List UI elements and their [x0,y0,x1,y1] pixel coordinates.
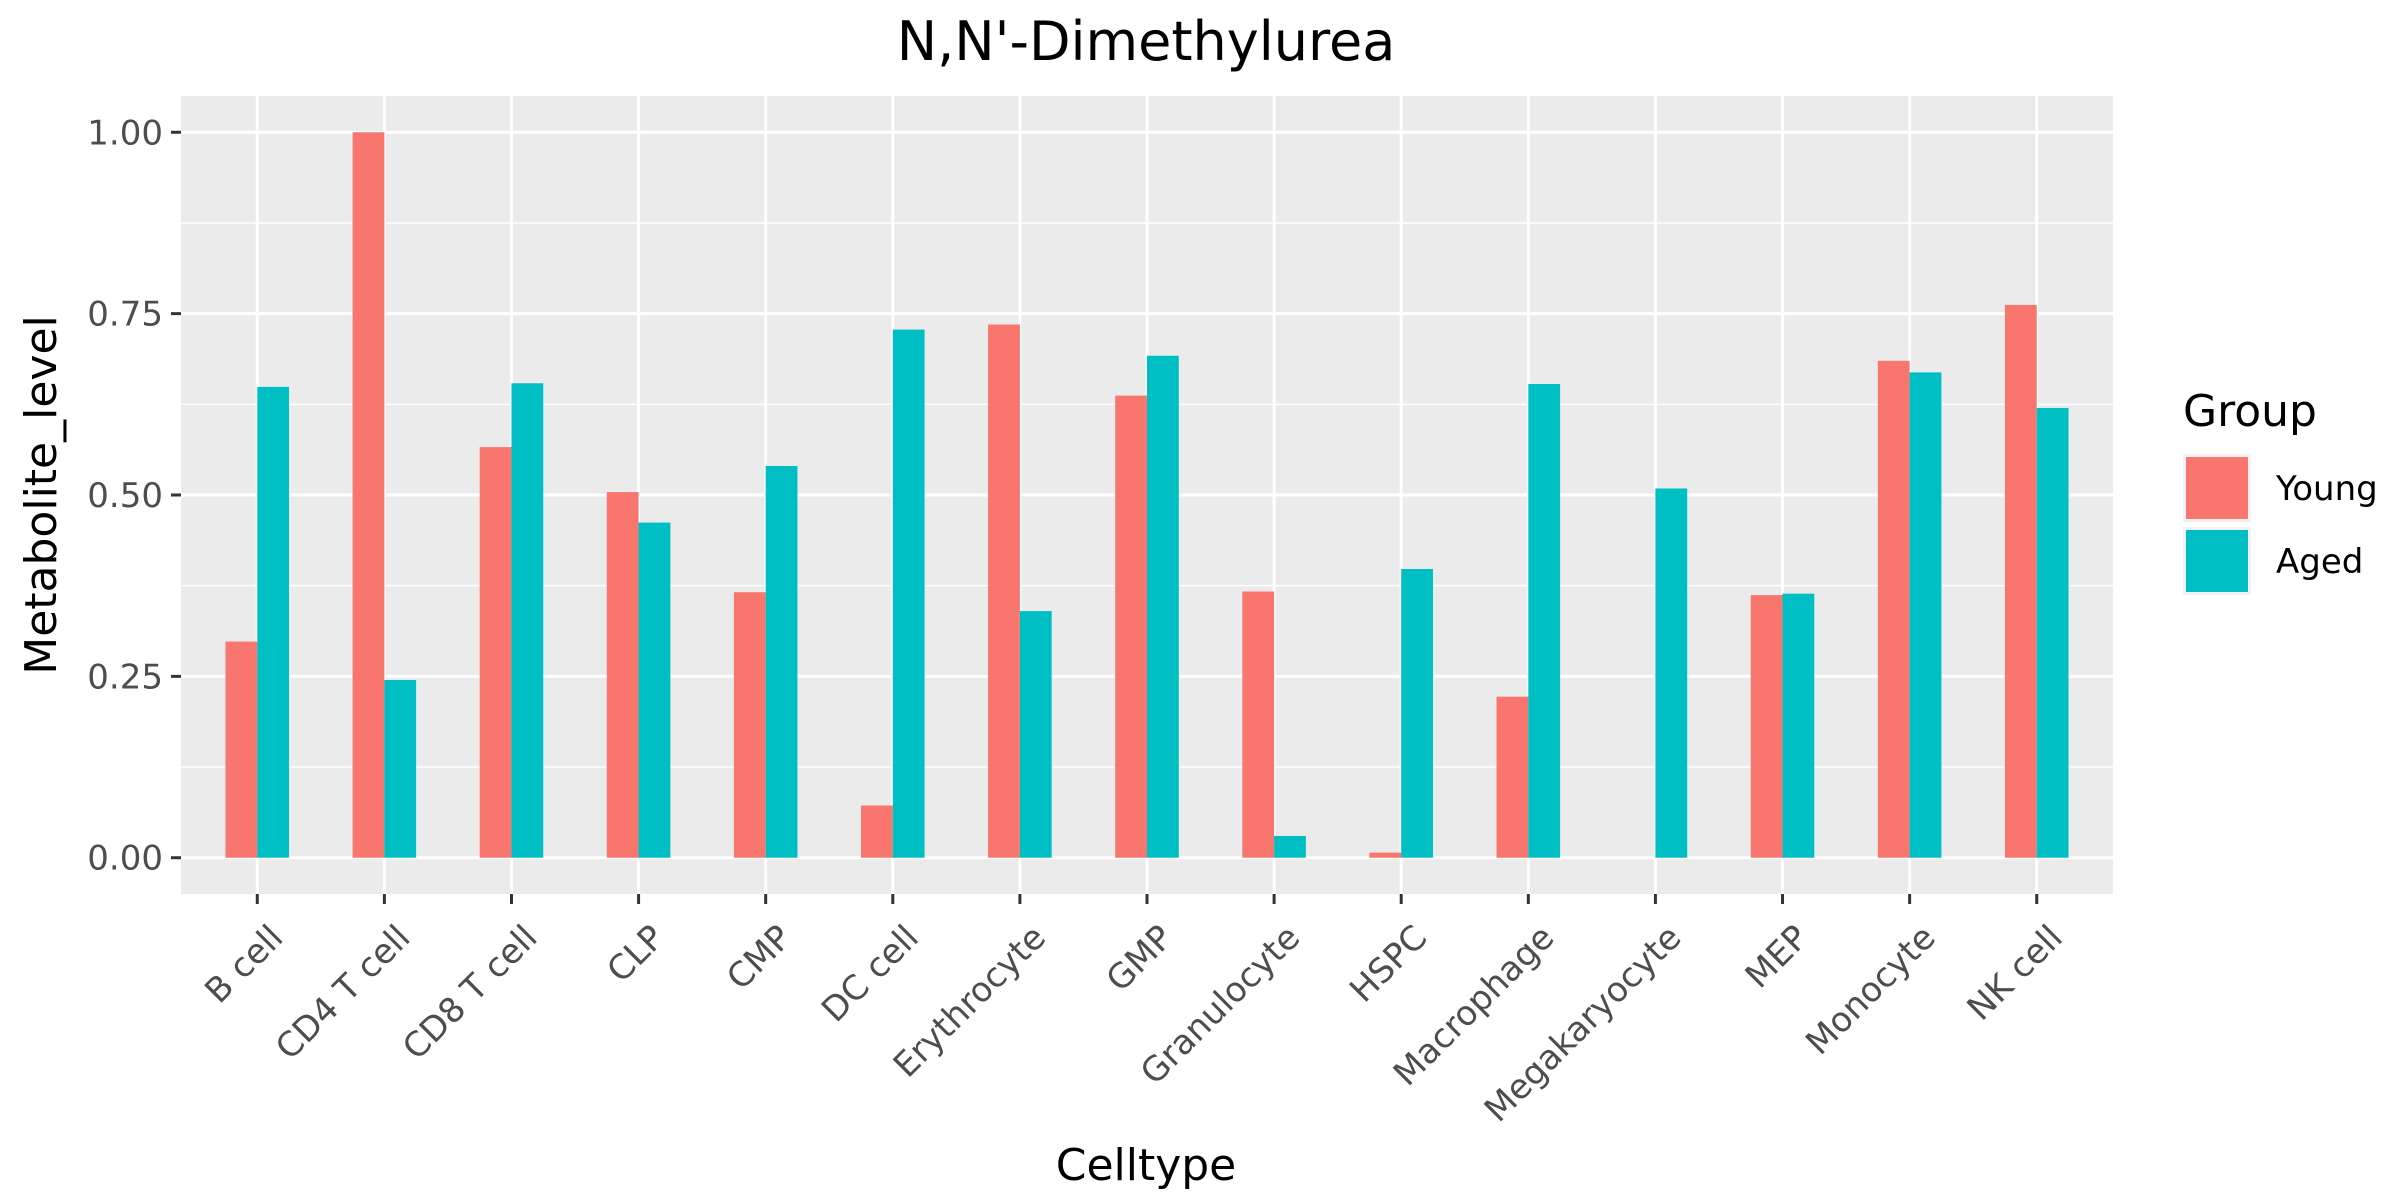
bar-young-monocyte [1877,360,1910,858]
bar-young-gmp [1115,395,1147,858]
x-tick-label: CD8 T cell [395,918,545,1068]
x-tick-label: CD4 T cell [268,918,418,1068]
bar-young-macrophage [1496,696,1529,858]
bar-young-b-cell [225,641,258,858]
bar-aged-cd4-t-cell [384,679,417,858]
bar-aged-cmp [765,465,798,858]
x-tick-label: NK cell [1960,918,2071,1029]
y-axis-title: Metabolite_level [16,315,67,675]
bar-young-mep [1750,595,1783,858]
bar-aged-megakaryocyte [1655,488,1688,858]
x-axis-title: Celltype [1056,1140,1237,1191]
y-axis: 0.00 0.25 0.50 0.75 1.00 [87,113,181,879]
bar-aged-dc-cell [892,329,925,858]
x-tick-label: DC cell [814,918,927,1031]
bar-aged-gmp [1147,355,1179,858]
x-tick-label: GMP [1099,918,1181,1000]
bar-aged-macrophage [1528,384,1561,858]
bar-aged-b-cell [257,386,290,858]
chart-title: N,N'-Dimethylurea [897,10,1396,73]
bar-young-hspc [1369,852,1402,858]
x-tick-label: CMP [719,918,799,998]
x-tick-label: CLP [600,918,673,991]
legend-label-aged: Aged [2276,542,2363,582]
y-tick-label: 0.50 [87,476,163,516]
legend-swatch-aged [2186,530,2248,592]
x-tick-label: B cell [197,918,291,1012]
bar-young-cmp [733,592,766,858]
x-tick-label: HSPC [1342,918,1435,1011]
bar-aged-hspc [1401,568,1433,858]
y-tick-label: 0.75 [87,295,163,335]
y-tick-label: 1.00 [87,113,163,153]
bar-young-dc-cell [861,805,893,858]
bar-aged-mep [1782,593,1815,858]
bar-aged-erythrocyte [1019,611,1052,858]
bar-aged-cd8-t-cell [511,383,544,858]
bar-young-cd8-t-cell [479,447,512,858]
bar-aged-monocyte [1909,372,1942,858]
legend-swatch-young [2186,457,2248,519]
bar-young-erythrocyte [988,324,1020,858]
legend-label-young: Young [2275,469,2378,509]
bar-young-nk-cell [2004,304,2037,858]
bar-aged-clp [638,522,671,858]
bar-aged-granulocyte [1274,835,1306,858]
legend: Group Young Aged [2183,386,2378,595]
y-tick-label: 0.00 [87,839,163,879]
bar-young-granulocyte [1242,591,1275,858]
x-tick-label: Monocyte [1798,918,1943,1063]
y-tick-label: 0.25 [87,657,163,697]
bars [225,132,2069,858]
bar-aged-nk-cell [2036,407,2069,858]
bar-young-clp [606,492,639,858]
legend-title: Group [2183,386,2317,437]
x-tick-label: MEP [1738,918,1817,997]
bar-young-cd4-t-cell [352,132,385,858]
